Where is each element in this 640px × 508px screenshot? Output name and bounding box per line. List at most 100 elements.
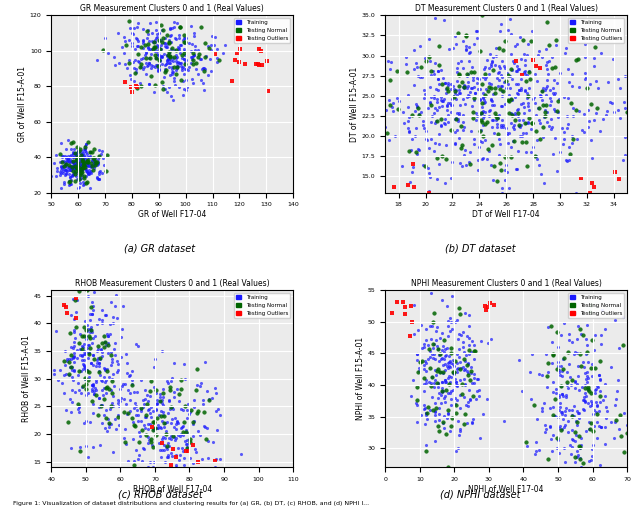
Point <box>70 162 80 170</box>
Point <box>485 335 495 343</box>
Point <box>87 386 97 394</box>
Point <box>180 58 190 66</box>
Point <box>506 152 516 161</box>
Point <box>454 304 464 312</box>
Point <box>145 387 155 395</box>
Point <box>195 55 205 63</box>
Point <box>129 24 140 32</box>
Point <box>579 393 589 401</box>
Point <box>79 347 89 355</box>
Point <box>127 42 137 50</box>
Point <box>78 343 88 351</box>
Point <box>446 387 456 395</box>
Point <box>156 446 166 454</box>
Point <box>419 343 429 352</box>
Point <box>159 472 170 480</box>
Point <box>440 392 451 400</box>
Y-axis label: RHOB of Well F15-A-01: RHOB of Well F15-A-01 <box>22 335 31 422</box>
Point <box>171 420 181 428</box>
Point <box>165 404 175 412</box>
Point <box>71 150 81 158</box>
Point <box>129 388 140 396</box>
Point <box>147 29 157 37</box>
Point <box>74 162 84 170</box>
Point <box>531 127 541 135</box>
Point <box>76 165 86 173</box>
Point <box>90 154 100 162</box>
Point <box>164 49 174 57</box>
Point <box>570 458 580 466</box>
Point <box>86 326 97 334</box>
Point <box>97 338 107 346</box>
Point <box>446 401 456 409</box>
Point <box>440 376 450 384</box>
Point <box>193 407 203 415</box>
Point <box>496 20 506 28</box>
Point <box>463 350 474 358</box>
Point <box>412 418 422 426</box>
Point <box>88 306 99 314</box>
Point <box>570 378 580 386</box>
Point <box>97 348 107 356</box>
Point <box>163 55 173 63</box>
Point <box>141 47 151 55</box>
Point <box>433 94 443 103</box>
Point <box>614 344 624 352</box>
Point <box>212 54 222 62</box>
Point <box>63 161 74 169</box>
Point <box>540 106 550 114</box>
Point <box>523 99 533 107</box>
Point <box>428 322 438 330</box>
Point <box>145 19 155 27</box>
Point <box>563 94 573 102</box>
Point <box>454 134 464 142</box>
Point <box>501 161 511 169</box>
Point <box>97 377 107 385</box>
Point <box>253 60 263 69</box>
Point <box>500 124 511 132</box>
Point <box>502 69 512 77</box>
Point <box>520 129 531 137</box>
Point <box>564 406 574 414</box>
Point <box>575 325 585 333</box>
Point <box>509 93 520 101</box>
Point <box>67 172 77 180</box>
Point <box>454 427 465 435</box>
Point <box>94 394 104 402</box>
Point <box>211 457 221 465</box>
Point <box>484 107 494 115</box>
Point <box>411 100 421 108</box>
Point <box>88 288 99 296</box>
Point <box>94 394 104 402</box>
Point <box>136 376 146 385</box>
Point <box>211 455 221 463</box>
Point <box>70 148 81 156</box>
Point <box>420 90 431 98</box>
Point <box>84 348 94 357</box>
Point <box>135 432 145 440</box>
Point <box>132 84 142 92</box>
Point <box>438 387 448 395</box>
Point <box>589 406 600 415</box>
Point <box>424 35 434 43</box>
Point <box>72 346 83 354</box>
Point <box>81 150 92 158</box>
Point <box>475 128 485 136</box>
Point <box>436 329 447 337</box>
Point <box>150 389 161 397</box>
Point <box>76 389 86 397</box>
Point <box>113 28 124 37</box>
Point <box>156 45 166 53</box>
Point <box>458 355 468 363</box>
Point <box>519 103 529 111</box>
Point <box>132 83 143 91</box>
Point <box>187 40 197 48</box>
Point <box>210 33 220 41</box>
Point <box>502 129 512 137</box>
Point <box>145 458 156 466</box>
Point <box>458 84 468 92</box>
Point <box>580 53 590 61</box>
Point <box>426 289 436 297</box>
Point <box>411 399 421 407</box>
Point <box>168 68 178 76</box>
